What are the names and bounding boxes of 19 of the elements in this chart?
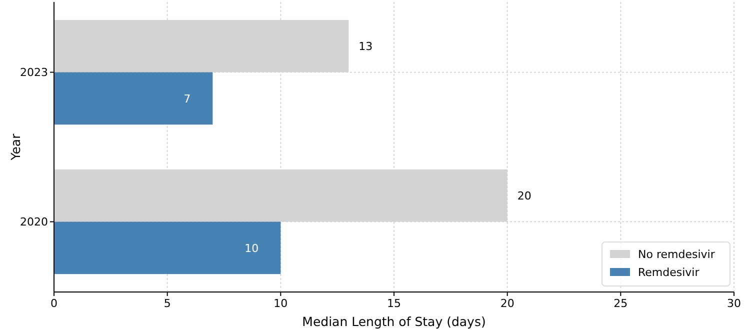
- x-tick-label: 5: [164, 297, 171, 310]
- bar: [54, 72, 213, 125]
- x-tick-label: 15: [387, 297, 401, 310]
- legend-label: Remdesivir: [638, 266, 700, 279]
- x-tick-label: 25: [614, 297, 628, 310]
- x-tick-label: 20: [500, 297, 514, 310]
- x-tick-label: 0: [50, 297, 58, 310]
- x-tick-label: 30: [727, 297, 741, 310]
- y-tick-label: 2020: [20, 216, 48, 229]
- y-tick-label: 2023: [20, 66, 48, 80]
- data-label: 20: [517, 189, 532, 202]
- data-label: 10: [244, 242, 259, 255]
- bar: [54, 222, 281, 274]
- x-tick-label: 10: [274, 297, 288, 310]
- x-axis-title: Median Length of Stay (days): [302, 314, 486, 329]
- y-axis-title: Year: [8, 132, 23, 162]
- data-label: 7: [184, 92, 191, 106]
- data-label: 13: [358, 40, 373, 53]
- legend-label: No remdesivir: [638, 248, 716, 261]
